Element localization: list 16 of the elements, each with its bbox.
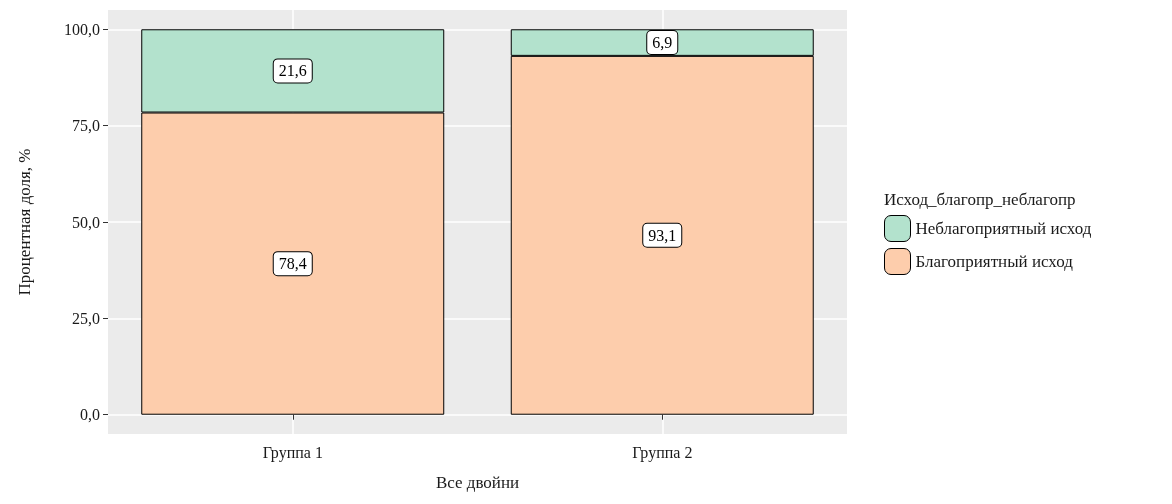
data-label: 21,6 <box>278 62 307 80</box>
x-tick-label: Группа 2 <box>632 443 693 462</box>
legend-title: Исход_благопр_неблагопр <box>884 190 1076 209</box>
y-tick-label: 75,0 <box>72 117 100 135</box>
y-tick-label: 100,0 <box>64 20 100 38</box>
data-label: 6,9 <box>652 34 673 52</box>
legend-label: Неблагоприятный исход <box>915 219 1092 238</box>
legend-label: Благоприятный исход <box>915 252 1074 271</box>
y-tick-label: 0,0 <box>80 406 100 424</box>
y-tick-label: 50,0 <box>72 213 100 231</box>
data-label: 93,1 <box>648 226 677 244</box>
x-axis-title: Все двойни <box>435 473 520 492</box>
y-tick-label: 25,0 <box>72 309 100 327</box>
x-tick-label: Группа 1 <box>262 443 323 462</box>
data-label: 78,4 <box>278 255 307 273</box>
y-axis-title: Процентная доля, % <box>15 148 34 296</box>
